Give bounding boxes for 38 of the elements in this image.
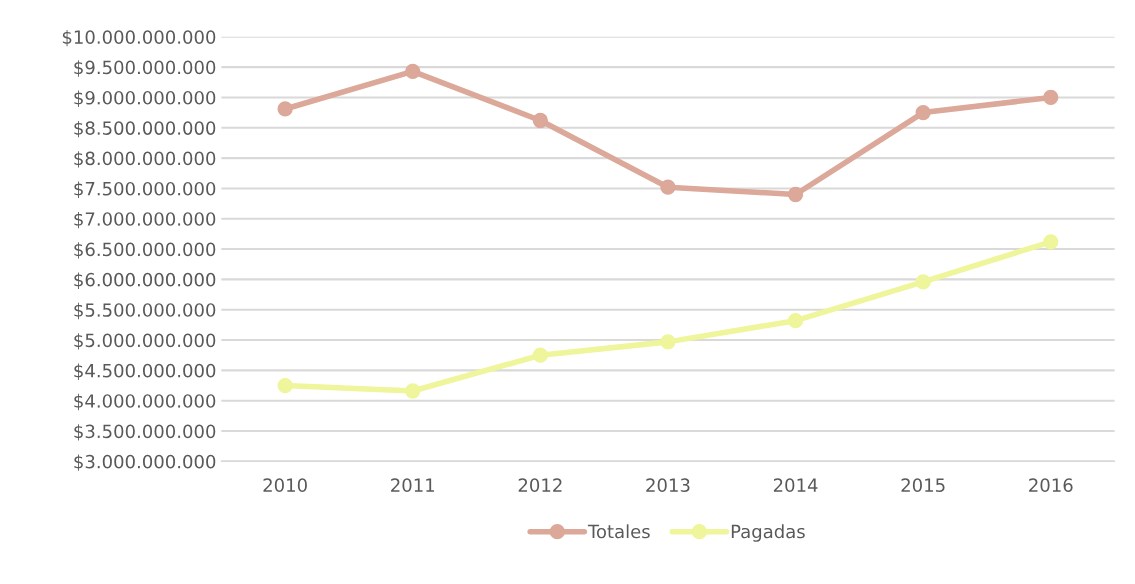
x-tick-label: 2010 bbox=[263, 478, 307, 492]
x-tick-label: 2014 bbox=[773, 478, 818, 492]
x-tick-label: 2013 bbox=[646, 478, 690, 492]
legend-label: Pagadas bbox=[731, 524, 805, 542]
y-tick-label: $9.000.000.000 bbox=[74, 90, 216, 107]
y-tick-label: $10.000.000.000 bbox=[62, 29, 216, 47]
legend-label: Totales bbox=[587, 524, 650, 539]
y-tick-label: $5.000.000.000 bbox=[74, 333, 216, 350]
point bbox=[277, 377, 293, 394]
y-tick-label: $8.500.000.000 bbox=[74, 120, 216, 138]
point bbox=[532, 347, 548, 363]
point bbox=[405, 63, 421, 80]
point bbox=[405, 383, 421, 399]
point bbox=[532, 112, 548, 129]
y-tick-label: $3.500.000.000 bbox=[74, 424, 216, 441]
point bbox=[915, 104, 931, 121]
point bbox=[1043, 89, 1059, 106]
x-tick-label: 2012 bbox=[518, 478, 562, 492]
y-tick-label: $7.000.000.000 bbox=[74, 211, 216, 229]
y-tick-label: $4.000.000.000 bbox=[74, 393, 216, 411]
y-tick-label: $9.500.000.000 bbox=[74, 60, 216, 77]
point bbox=[787, 313, 804, 329]
point bbox=[660, 179, 676, 195]
point bbox=[660, 334, 676, 350]
y-tick-label: $4.500.000.000 bbox=[74, 363, 216, 380]
x-tick-label: 2011 bbox=[391, 478, 435, 492]
point bbox=[787, 186, 804, 203]
y-tick-label: $6.000.000.000 bbox=[74, 272, 216, 289]
point bbox=[277, 101, 293, 117]
point bbox=[1043, 234, 1059, 250]
y-tick-label: $5.500.000.000 bbox=[74, 302, 216, 320]
y-tick-label: $3.000.000.000 bbox=[74, 454, 216, 471]
y-tick-label: $7.500.000.000 bbox=[74, 181, 216, 198]
x-tick-label: 2016 bbox=[1029, 478, 1073, 492]
y-tick-label: $6.500.000.000 bbox=[74, 242, 216, 259]
y-tick-label: $8.000.000.000 bbox=[74, 151, 216, 168]
point bbox=[915, 274, 931, 290]
x-tick-label: 2015 bbox=[901, 478, 945, 492]
